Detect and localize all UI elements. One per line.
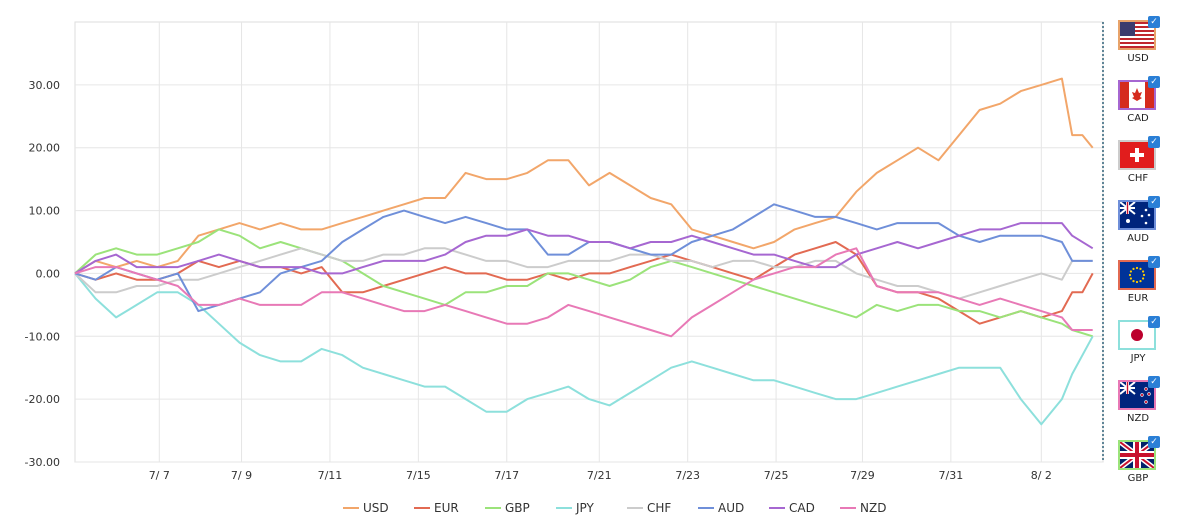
currency-label: NZD [1126, 413, 1150, 424]
flag-eur-icon: ✓ [1118, 256, 1160, 290]
currency-toggle-sidebar: ✓ USD ✓ CAD ✓ CHF ✓ AUD ✓ EUR ✓ JPY ✓ NZD ✓ GBP [1106, 0, 1178, 528]
flag-chf-icon: ✓ [1118, 136, 1160, 170]
flag-usd-icon: ✓ [1118, 16, 1160, 50]
x-tick-label: 7/17 [494, 469, 519, 482]
currency-label: USD [1127, 53, 1149, 64]
flag-gbp-icon: ✓ [1118, 436, 1160, 470]
legend-item-cad[interactable]: CAD [769, 501, 815, 515]
y-tick-label: -20.00 [25, 393, 60, 406]
y-tick-label: 0.00 [36, 267, 61, 280]
currency-label: CAD [1127, 113, 1149, 124]
series-line-gbp[interactable] [74, 228, 1093, 338]
flag-jpy-icon: ✓ [1118, 316, 1160, 350]
currency-toggle-aud[interactable]: ✓ AUD [1118, 196, 1160, 244]
legend-label: EUR [434, 501, 459, 515]
legend-label: CAD [789, 501, 815, 515]
series-line-usd[interactable] [74, 77, 1094, 275]
legend: USD EUR GBP JPY CHF AUD CAD NZD [343, 501, 886, 515]
x-tick-label: 8/ 2 [1031, 469, 1052, 482]
legend-label: JPY [575, 501, 595, 515]
x-tick-label: 7/15 [406, 469, 431, 482]
currency-toggle-usd[interactable]: ✓ USD [1118, 16, 1160, 64]
series-lines [74, 77, 1094, 426]
currency-label: CHF [1127, 173, 1149, 184]
currency-label: GBP [1127, 473, 1149, 484]
x-tick-label: 7/21 [587, 469, 612, 482]
y-tick-label: -10.00 [25, 330, 60, 343]
currency-toggle-gbp[interactable]: ✓ GBP [1118, 436, 1160, 484]
x-tick-label: 7/ 9 [231, 469, 252, 482]
x-tick-label: 7/31 [939, 469, 964, 482]
checkbox-checked-icon[interactable]: ✓ [1148, 316, 1160, 328]
legend-label: GBP [505, 501, 530, 515]
legend-item-gbp[interactable]: GBP [485, 501, 530, 515]
flag-cad-icon: ✓ [1118, 76, 1160, 110]
checkbox-checked-icon[interactable]: ✓ [1148, 16, 1160, 28]
legend-label: USD [363, 501, 389, 515]
checkbox-checked-icon[interactable]: ✓ [1148, 376, 1160, 388]
flag-aud-icon: ✓ [1118, 196, 1160, 230]
legend-item-nzd[interactable]: NZD [840, 501, 886, 515]
y-tick-label: 10.00 [29, 205, 61, 218]
legend-label: AUD [718, 501, 744, 515]
series-line-jpy[interactable] [74, 272, 1094, 426]
legend-item-aud[interactable]: AUD [698, 501, 744, 515]
checkbox-checked-icon[interactable]: ✓ [1148, 256, 1160, 268]
y-axis-ticks: 30.00 20.00 10.00 0.00 -10.00 -20.00 -30.00 [25, 79, 60, 469]
currency-label: AUD [1127, 233, 1149, 244]
currency-toggle-chf[interactable]: ✓ CHF [1118, 136, 1160, 184]
series-line-nzd[interactable] [74, 247, 1093, 338]
y-tick-label: -30.00 [25, 456, 60, 469]
currency-strength-chart: 30.00 20.00 10.00 0.00 -10.00 -20.00 -30.00 7/… [25, 21, 1104, 515]
y-tick-label: 20.00 [29, 142, 61, 155]
legend-item-eur[interactable]: EUR [414, 501, 459, 515]
x-axis-ticks: 7/ 7 7/ 9 7/11 7/15 7/17 7/21 7/23 7/25 7/29 7/31… [149, 469, 1052, 482]
checkbox-checked-icon[interactable]: ✓ [1148, 436, 1160, 448]
y-tick-label: 30.00 [29, 79, 61, 92]
x-tick-label: 7/25 [764, 469, 789, 482]
legend-label: CHF [647, 501, 671, 515]
x-tick-label: 7/11 [318, 469, 343, 482]
legend-item-chf[interactable]: CHF [627, 501, 671, 515]
currency-label: JPY [1130, 353, 1146, 364]
x-tick-label: 7/ 7 [149, 469, 170, 482]
legend-label: NZD [860, 501, 886, 515]
currency-toggle-eur[interactable]: ✓ EUR [1118, 256, 1160, 304]
grid [75, 22, 1103, 463]
series-line-chf[interactable] [74, 247, 1093, 300]
series-line-cad[interactable] [74, 222, 1094, 275]
checkbox-checked-icon[interactable]: ✓ [1148, 196, 1160, 208]
x-tick-label: 7/23 [675, 469, 700, 482]
checkbox-checked-icon[interactable]: ✓ [1148, 136, 1160, 148]
flag-nzd-icon: ✓ [1118, 376, 1160, 410]
currency-toggle-cad[interactable]: ✓ CAD [1118, 76, 1160, 124]
currency-toggle-nzd[interactable]: ✓ NZD [1118, 376, 1160, 424]
checkbox-checked-icon[interactable]: ✓ [1148, 76, 1160, 88]
legend-item-usd[interactable]: USD [343, 501, 389, 515]
legend-item-jpy[interactable]: JPY [556, 501, 595, 515]
currency-toggle-jpy[interactable]: ✓ JPY [1118, 316, 1160, 364]
currency-label: EUR [1127, 293, 1149, 304]
x-tick-label: 7/29 [850, 469, 875, 482]
